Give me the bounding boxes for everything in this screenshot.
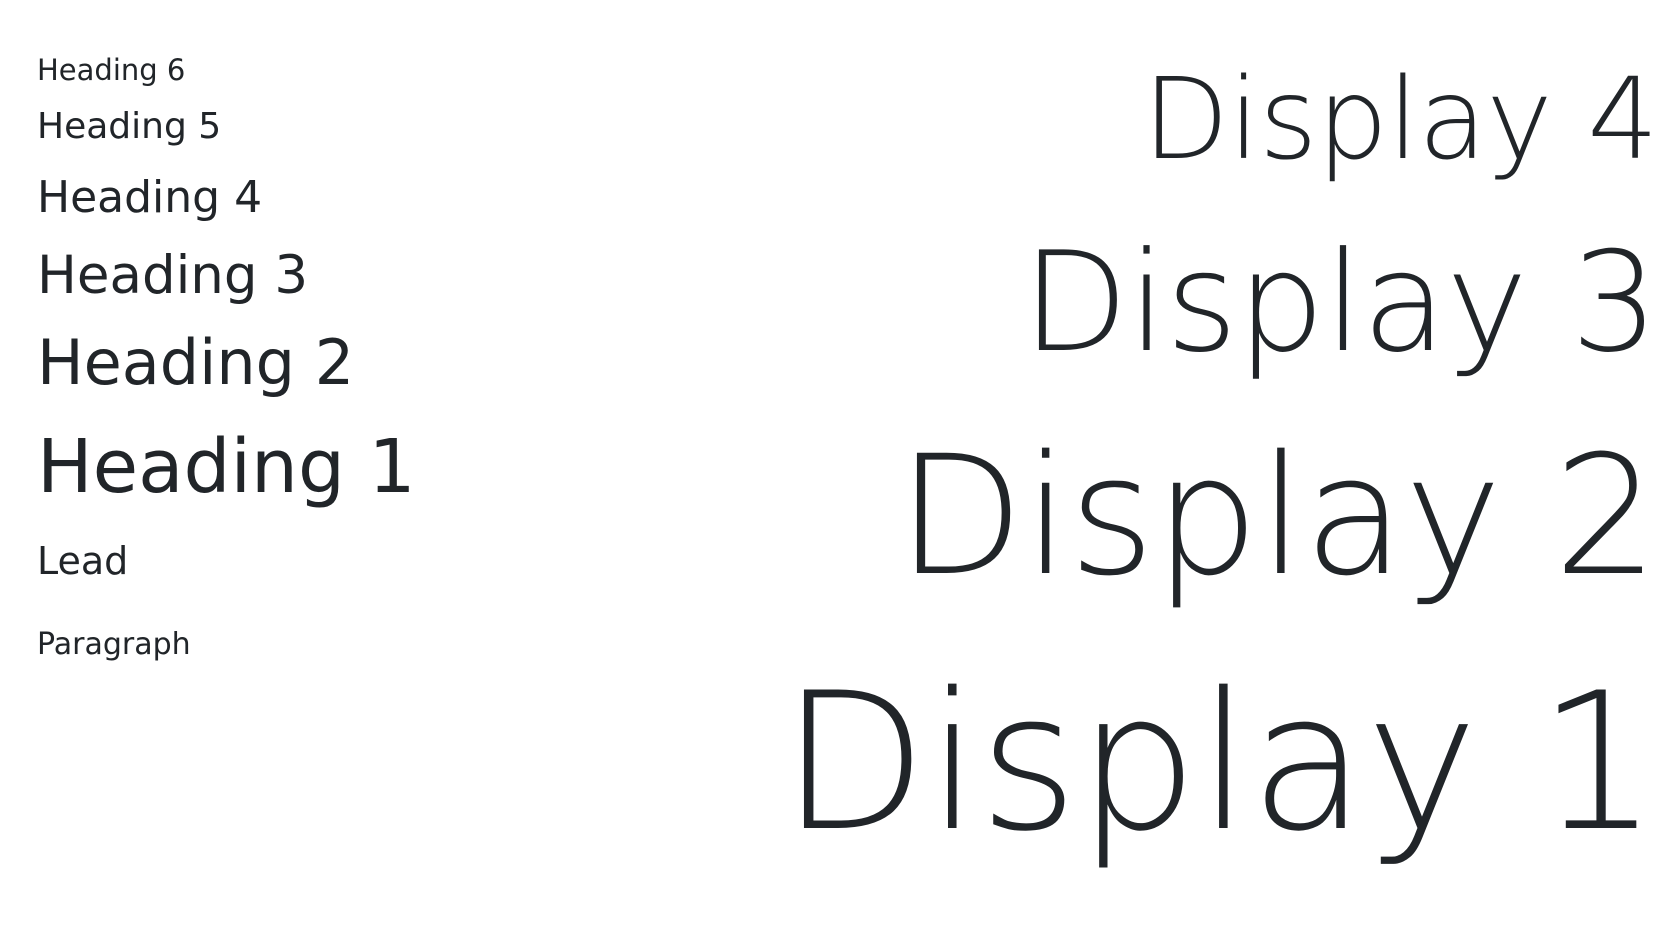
display-1: Display 1 [780, 652, 1659, 873]
display-2: Display 2 [896, 420, 1659, 612]
heading-2: Heading 2 [37, 326, 355, 399]
heading-1: Heading 1 [37, 424, 416, 510]
heading-5: Heading 5 [37, 106, 222, 147]
paragraph-text: Paragraph [37, 627, 191, 662]
lead-text: Lead [37, 539, 129, 583]
display-4: Display 4 [1142, 55, 1659, 185]
heading-6: Heading 6 [37, 53, 186, 87]
heading-4: Heading 4 [37, 172, 263, 223]
heading-3: Heading 3 [37, 245, 309, 306]
display-3: Display 3 [1022, 222, 1658, 383]
